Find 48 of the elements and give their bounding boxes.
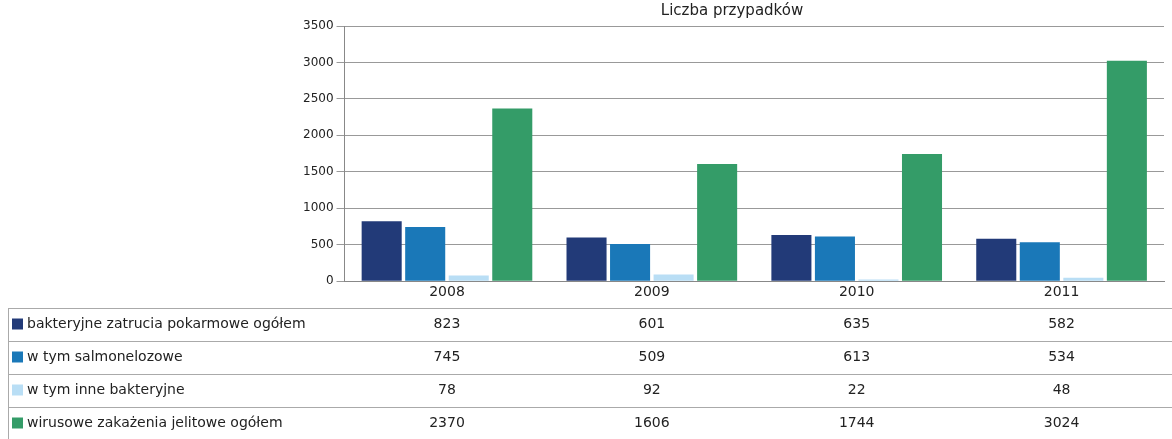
y-tick-label: 2500 — [302, 91, 334, 106]
bar — [901, 154, 943, 281]
bar — [566, 237, 607, 281]
chart-title: Liczba przypadków — [660, 0, 804, 19]
bar — [976, 238, 1017, 281]
x-tick-label: 2008 — [429, 283, 465, 300]
data-label: 635 — [843, 315, 871, 332]
data-label: 92 — [642, 381, 661, 398]
bar — [771, 234, 812, 281]
data-label: 3024 — [1043, 414, 1080, 431]
legend-label: w tym inne bakteryjne — [27, 381, 185, 398]
bar — [814, 236, 855, 281]
y-tick-label: 1000 — [302, 200, 334, 215]
bar — [697, 164, 738, 281]
bar — [610, 244, 651, 281]
data-label: 22 — [847, 381, 866, 398]
x-tick-label: 2009 — [634, 283, 670, 300]
data-label: 1606 — [634, 414, 670, 431]
legend-label: bakteryjne zatrucia pokarmowe ogółem — [27, 315, 306, 332]
data-label: 601 — [638, 315, 666, 332]
bar — [1106, 60, 1147, 281]
legend-label: w tym salmonelozowe — [27, 348, 183, 365]
data-label: 1744 — [838, 414, 875, 431]
data-label: 2370 — [429, 414, 465, 431]
legend-label: wirusowe zakażenia jelitowe ogółem — [27, 414, 283, 431]
x-tick-label: 2011 — [1043, 283, 1080, 300]
y-tick-label: 3000 — [302, 54, 334, 69]
bar — [361, 221, 402, 281]
data-label: 823 — [433, 315, 461, 332]
data-label: 745 — [433, 348, 461, 365]
y-tick-label: 0 — [325, 273, 334, 288]
y-tick-label: 2000 — [302, 127, 334, 142]
x-tick-label: 2010 — [838, 283, 875, 300]
bar — [653, 274, 694, 281]
data-label: 582 — [1048, 315, 1075, 332]
bar — [492, 108, 533, 281]
data-label: 534 — [1048, 348, 1076, 365]
y-tick-label: 1500 — [302, 163, 334, 178]
data-label: 613 — [843, 348, 871, 365]
bar — [448, 275, 489, 281]
data-label: 509 — [638, 348, 666, 365]
data-label: 78 — [438, 381, 456, 398]
data-label: 48 — [1052, 381, 1071, 398]
bar — [1019, 242, 1060, 281]
bar — [405, 226, 446, 281]
y-tick-label: 500 — [310, 236, 334, 251]
bar — [1063, 277, 1104, 281]
y-tick-label: 3500 — [302, 18, 334, 33]
